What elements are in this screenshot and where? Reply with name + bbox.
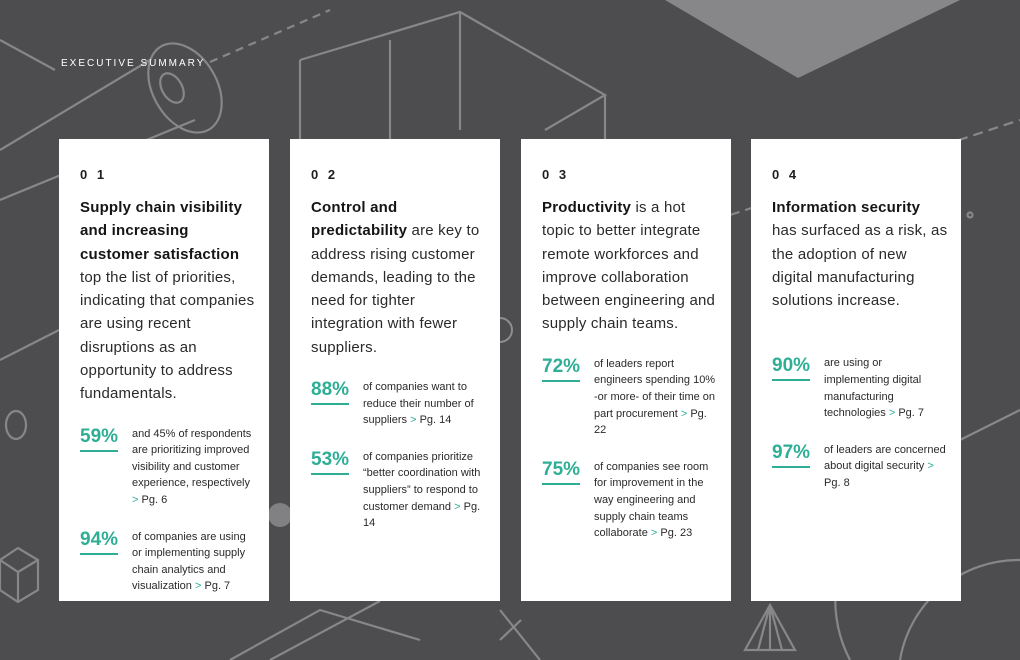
card-highlight: Information security bbox=[772, 199, 921, 216]
page-reference[interactable]: Pg. 6 bbox=[141, 494, 168, 507]
page-reference[interactable]: Pg. 14 bbox=[419, 414, 452, 427]
summary-card-3: 0 3 Productivity is a hot topic to bette… bbox=[521, 139, 731, 601]
card-body: Supply chain visibility and increasing c… bbox=[80, 196, 257, 406]
stat-description: and 45% of respondents are prioritizing … bbox=[132, 427, 252, 490]
summary-card-1: 0 1 Supply chain visibility and increasi… bbox=[59, 139, 269, 601]
stat-item: 72% of leaders report engineers spending… bbox=[542, 356, 719, 439]
stat-value: 90% bbox=[772, 355, 811, 382]
arrow-icon: > bbox=[680, 407, 688, 420]
stat-item: 53% of companies prioritize “better coor… bbox=[311, 449, 488, 532]
card-text: are key to address rising customer deman… bbox=[311, 222, 480, 356]
card-highlight: Supply chain visibility and increasing c… bbox=[80, 199, 243, 263]
stat-item: 94% of companies are using or implementi… bbox=[80, 529, 257, 595]
stat-description: of companies prioritize “better coordina… bbox=[363, 450, 481, 513]
stat-item: 90% are using or implementing digital ma… bbox=[772, 355, 949, 421]
card-number: 0 3 bbox=[542, 167, 570, 182]
card-number: 0 4 bbox=[772, 167, 800, 182]
arrow-icon: > bbox=[132, 494, 139, 507]
page-reference[interactable]: Pg. 14 bbox=[363, 500, 481, 530]
arrow-icon: > bbox=[650, 527, 658, 540]
stat-value: 53% bbox=[311, 449, 350, 475]
stat-value: 97% bbox=[772, 442, 811, 468]
arrow-icon: > bbox=[454, 500, 461, 513]
stat-item: 59% and 45% of respondents are prioritiz… bbox=[80, 426, 257, 509]
stat-description: of leaders report engineers spending 10%… bbox=[594, 357, 716, 420]
arrow-icon: > bbox=[927, 460, 934, 473]
stat-description: of leaders are concerned about digital s… bbox=[824, 443, 946, 473]
stat-value: 59% bbox=[80, 426, 119, 452]
section-label: EXECUTIVE SUMMARY bbox=[61, 58, 206, 69]
card-text: has surfaced as a risk, as the adoption … bbox=[772, 222, 948, 310]
stat-description: of companies are using or implementing s… bbox=[132, 530, 246, 593]
arrow-icon: > bbox=[194, 580, 202, 593]
card-highlight: Productivity bbox=[542, 199, 632, 216]
card-body: Control and predictability are key to ad… bbox=[311, 196, 488, 359]
stat-item: 97% of leaders are concerned about digit… bbox=[772, 442, 949, 492]
page-reference[interactable]: Pg. 22 bbox=[594, 407, 707, 437]
arrow-icon: > bbox=[888, 407, 896, 420]
stat-description: of companies see room for improvement in… bbox=[594, 460, 709, 540]
stat-description: are using or implementing digital manufa… bbox=[824, 357, 922, 420]
stat-item: 75% of companies see room for improvemen… bbox=[542, 459, 719, 542]
summary-card-2: 0 2 Control and predictability are key t… bbox=[290, 139, 500, 601]
page-reference[interactable]: Pg. 23 bbox=[660, 527, 693, 540]
card-body: Productivity is a hot topic to better in… bbox=[542, 196, 719, 336]
summary-card-4: 0 4 Information security has surfaced as… bbox=[751, 139, 961, 601]
page-reference[interactable]: Pg. 7 bbox=[898, 407, 925, 420]
stat-value: 94% bbox=[80, 529, 119, 555]
card-text: top the list of priorities, indicating t… bbox=[80, 268, 255, 403]
stat-value: 72% bbox=[542, 356, 581, 382]
card-number: 0 1 bbox=[80, 167, 108, 182]
stat-value: 88% bbox=[311, 379, 350, 406]
card-body: Information security has surfaced as a r… bbox=[772, 196, 949, 312]
arrow-icon: > bbox=[410, 414, 417, 427]
card-highlight: Control and predictability bbox=[311, 199, 408, 240]
stat-item: 88% of companies want to reduce their nu… bbox=[311, 379, 488, 429]
stat-value: 75% bbox=[542, 459, 581, 485]
card-number: 0 2 bbox=[311, 167, 339, 182]
card-text: is a hot topic to better integrate remot… bbox=[542, 199, 716, 333]
stat-description: of companies want to reduce their number… bbox=[363, 381, 474, 427]
page-reference[interactable]: Pg. 8 bbox=[824, 477, 850, 490]
page-reference[interactable]: Pg. 7 bbox=[204, 580, 231, 593]
